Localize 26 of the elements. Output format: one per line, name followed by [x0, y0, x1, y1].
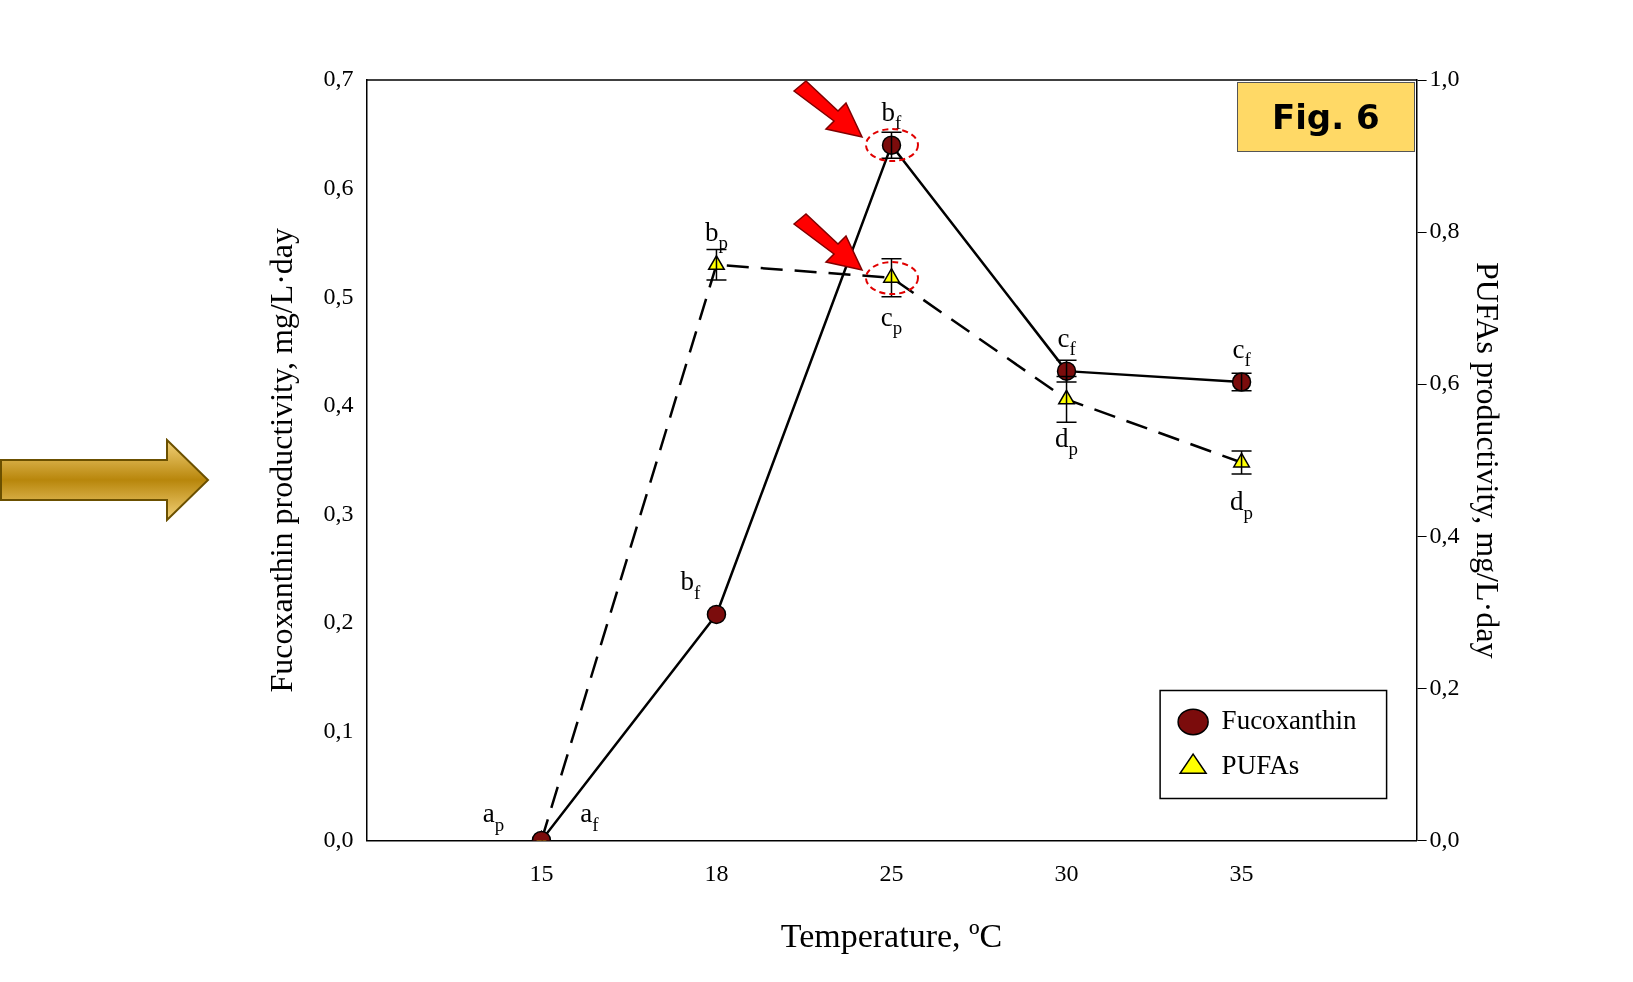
y-tick-label: 0,1	[323, 717, 354, 744]
annotation: Fig. 6	[1236, 82, 1415, 152]
legend-label: Fucoxanthin	[1221, 704, 1358, 735]
point	[706, 604, 727, 625]
y2-tick-label: 0,8	[1429, 217, 1460, 244]
y-tick-label: 0,3	[323, 499, 354, 526]
y2-tick-label: 0,2	[1429, 673, 1460, 700]
y-axis-title: Fucoxanthin productivity, mg/L·day	[262, 227, 299, 693]
x-tick-label: 35	[1229, 860, 1254, 887]
y2-axis-title: PUFAs productivity, mg/L·day	[1470, 261, 1507, 659]
x-tick-label: 30	[1054, 860, 1079, 887]
y-tick-label: 0,7	[323, 65, 354, 92]
y-tick-label: 0,2	[323, 608, 354, 635]
x-tick-label: 15	[529, 860, 554, 887]
y2-tick-label: 0,4	[1429, 521, 1460, 548]
x-axis-title: Temperature, ºC	[780, 916, 1003, 954]
legend-label: PUFAs	[1221, 749, 1300, 780]
x-tick-label: 18	[704, 860, 729, 887]
y-tick-label: 0,0	[323, 825, 354, 852]
x-tick-label: 25	[879, 860, 904, 887]
y-tick-label: 0,5	[323, 282, 354, 309]
y2-tick-label: 1,0	[1429, 65, 1460, 92]
y-tick-label: 0,6	[323, 173, 354, 200]
y-tick-label: 0,4	[323, 391, 354, 418]
y2-tick-label: 0,6	[1429, 369, 1460, 396]
y2-tick-label: 0,0	[1429, 825, 1460, 852]
